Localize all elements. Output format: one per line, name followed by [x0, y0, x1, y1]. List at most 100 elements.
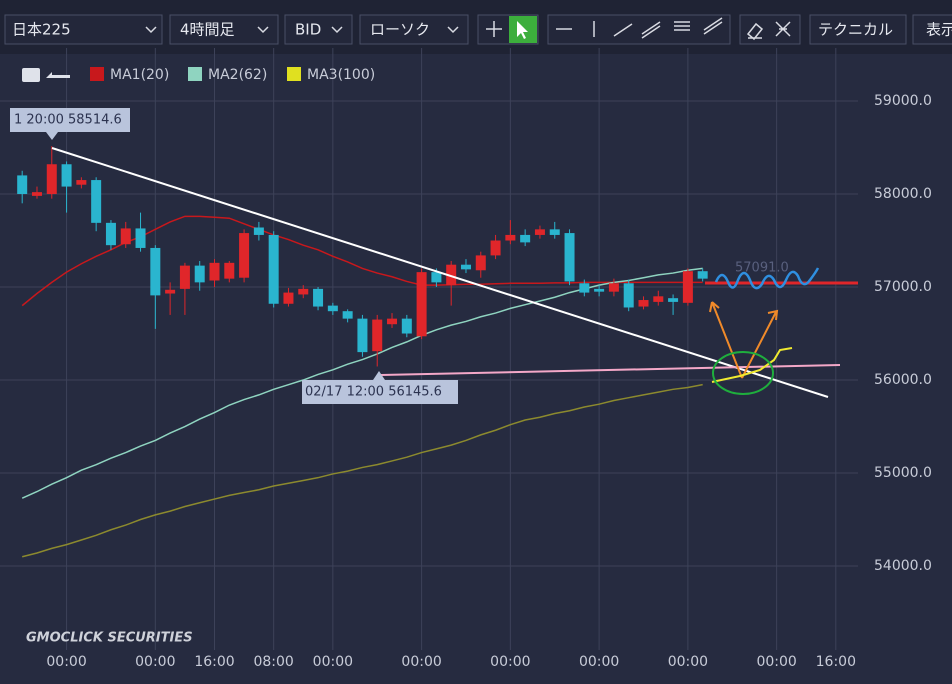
low-label-pointer	[373, 371, 385, 380]
candle-body	[416, 272, 427, 337]
candle-body	[520, 234, 531, 243]
x-tick-label: 00:00	[135, 654, 175, 670]
candle-body	[682, 271, 693, 303]
x-tick-label: 16:00	[194, 654, 234, 670]
candle-body	[224, 262, 235, 279]
legend-swatch	[287, 67, 301, 81]
chevron	[145, 26, 157, 34]
hand-arrows	[709, 301, 779, 379]
candle-body	[120, 228, 131, 245]
trend-line	[51, 147, 829, 398]
x-tick-label: 00:00	[401, 654, 441, 670]
display-button[interactable]	[912, 14, 952, 45]
legend-swatch	[188, 67, 202, 81]
y-tick-label: 58000.0	[874, 186, 932, 202]
candle-body	[91, 180, 102, 223]
symbol-select[interactable]	[4, 14, 163, 45]
candle-body	[298, 288, 309, 295]
candle-body	[460, 264, 471, 270]
edit-tools[interactable]	[739, 14, 801, 45]
high-label-box	[10, 108, 130, 132]
candle-body	[401, 318, 412, 334]
legend-label: MA3(100)	[307, 67, 375, 83]
candle-body	[179, 265, 190, 289]
timeframe-select[interactable]	[169, 14, 279, 45]
technical: テクニカル	[818, 21, 893, 39]
ma-line	[22, 383, 703, 558]
y-tick-label: 57000.0	[874, 279, 932, 295]
technical-button[interactable]	[809, 14, 907, 45]
candle-body	[135, 228, 146, 248]
y-tick-label: 59000.0	[874, 93, 932, 109]
candle-body	[697, 271, 708, 279]
candle-body	[594, 288, 605, 292]
hand-wave	[714, 267, 820, 290]
candle-body	[668, 298, 679, 302]
candle-body	[638, 300, 649, 307]
candle-body	[475, 255, 486, 271]
candle-body	[313, 288, 324, 307]
candle-body	[194, 265, 205, 283]
price-select[interactable]	[284, 14, 353, 45]
draw-tools[interactable]	[547, 14, 731, 45]
candle-body	[446, 264, 457, 286]
legend-toggle[interactable]	[22, 68, 40, 82]
candle-body	[579, 283, 590, 293]
x-tick-label: 00:00	[490, 654, 530, 670]
candle-body	[372, 319, 383, 352]
candle-body	[17, 175, 28, 195]
x-tick-label: 00:00	[756, 654, 796, 670]
candle-body	[268, 234, 279, 304]
low-label: 02/17 12:00 56145.6	[305, 385, 442, 400]
y-tick-label: 54000.0	[874, 558, 932, 574]
candle-body	[549, 229, 560, 235]
candle-body	[105, 222, 116, 246]
y-tick-label: 55000.0	[874, 465, 932, 481]
candle-body	[653, 296, 664, 302]
chevron	[257, 26, 269, 34]
price-type: BID	[295, 21, 321, 39]
display: 表示	[926, 21, 952, 39]
x-tick-label: 00:00	[313, 654, 353, 670]
candle-body	[76, 180, 87, 185]
chevron	[447, 26, 459, 34]
crosshair-icon	[486, 21, 502, 37]
candle-body	[387, 318, 398, 325]
high-label-pointer	[46, 132, 58, 140]
x-tick-label: 00:00	[46, 654, 86, 670]
watermark: GMOCLICK SECURITIES	[26, 631, 193, 646]
candle-body	[623, 283, 634, 308]
timeframe: 4時間足	[180, 21, 235, 39]
x-tick-label: 16:00	[816, 654, 856, 670]
legend-label: MA1(20)	[110, 67, 169, 83]
candle-body	[253, 227, 264, 235]
draw-icons	[556, 17, 723, 39]
candle-body	[357, 318, 368, 353]
legend-collapse[interactable]	[46, 72, 70, 78]
candle-body	[150, 247, 161, 296]
candle-body	[564, 233, 575, 282]
hand-circle	[712, 351, 774, 395]
candle-body	[209, 262, 220, 281]
candle-body	[327, 305, 338, 312]
legend-swatch	[90, 67, 104, 81]
candle-body	[431, 272, 442, 283]
price-label: 57091.0	[735, 261, 789, 276]
high-label: 1 20:00 58514.6	[14, 113, 122, 128]
symbol: 日本225	[12, 21, 71, 39]
hand-line	[711, 347, 793, 383]
candle-body	[505, 234, 516, 241]
candle-body	[46, 164, 57, 195]
candle-body	[239, 233, 250, 278]
chart-type: ローソク	[370, 21, 430, 39]
candle-body	[165, 289, 176, 294]
chevron	[331, 26, 343, 34]
low-label-box	[302, 380, 458, 404]
edit-icons	[746, 21, 791, 41]
y-tick-label: 56000.0	[874, 372, 932, 388]
candle-body	[283, 292, 294, 304]
candle-body	[608, 283, 619, 292]
x-tick-label: 00:00	[579, 654, 619, 670]
